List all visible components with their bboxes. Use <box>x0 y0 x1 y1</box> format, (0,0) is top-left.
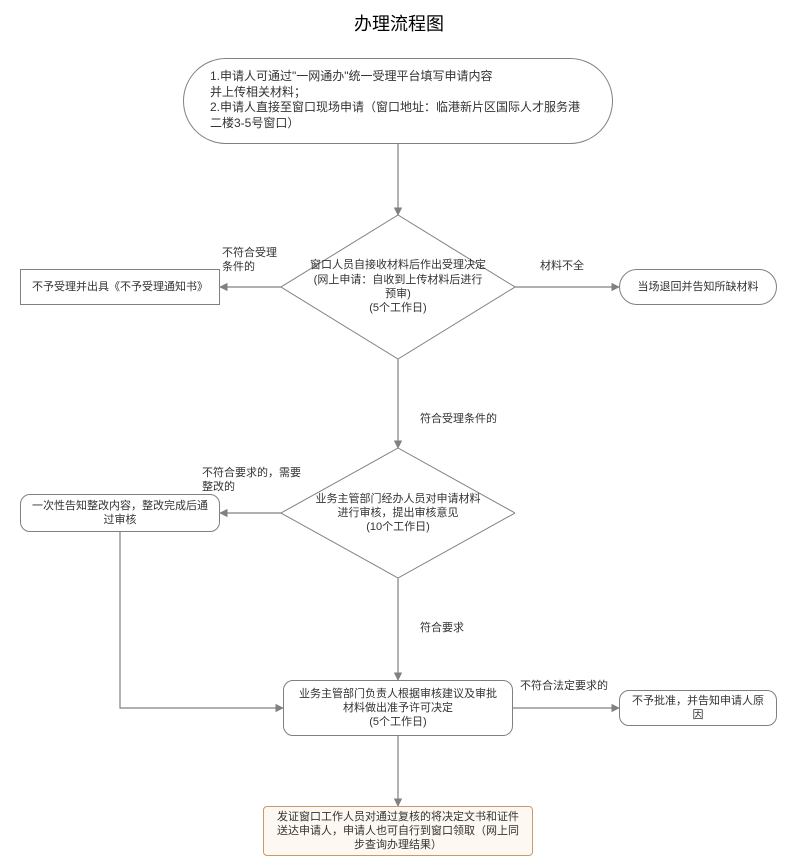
node-reject-notice-text: 不予受理并出具《不予受理通知书》 <box>32 280 208 294</box>
node-start-text: 1.申请人可通过"一网通办"统一受理平台填写申请内容 并上传相关材料； 2.申请… <box>210 69 586 131</box>
node-return-materials: 当场退回并告知所缺材料 <box>619 269 777 305</box>
chart-title: 办理流程图 <box>339 10 459 36</box>
node-decision-2: 业务主管部门经办人员对申请材料 进行审核，提出审核意见 (10个工作日) <box>281 448 515 578</box>
edge-label-needs-revision: 不符合要求的，需要整改的 <box>202 467 306 495</box>
flowchart-canvas: 办理流程图 1.申请人可通过"一网通办"统一受理平台填写申请内容 并上传相关材料… <box>0 0 797 867</box>
node-deny-text: 不予批准，并告知申请人原因 <box>630 694 766 723</box>
node-decision-1-text: 窗口人员自接收材料后作出受理决定 (网上申请：自收到上传材料后进行预审) (5个… <box>309 258 487 315</box>
edge-label-reject-left: 不符合受理条件的 <box>222 247 280 275</box>
node-final: 发证窗口工作人员对通过复核的将决定文书和证件送达申请人，申请人也可自行到窗口领取… <box>263 806 533 856</box>
edge-label-not-legal: 不符合法定要求的 <box>520 680 630 694</box>
node-revise: 一次性告知整改内容，整改完成后通过审核 <box>20 494 220 532</box>
node-reject-notice: 不予受理并出具《不予受理通知书》 <box>20 269 220 305</box>
node-revise-text: 一次性告知整改内容，整改完成后通过审核 <box>31 499 209 528</box>
node-approve-decision-text: 业务主管部门负责人根据审核建议及审批材料做出准予许可决定 (5个工作日) <box>294 687 502 730</box>
edge-label-missing-materials: 材料不全 <box>540 260 600 274</box>
node-decision-1: 窗口人员自接收材料后作出受理决定 (网上申请：自收到上传材料后进行预审) (5个… <box>281 215 515 359</box>
node-deny: 不予批准，并告知申请人原因 <box>619 690 777 726</box>
node-approve-decision: 业务主管部门负责人根据审核建议及审批材料做出准予许可决定 (5个工作日) <box>283 680 513 736</box>
node-final-text: 发证窗口工作人员对通过复核的将决定文书和证件送达申请人，申请人也可自行到窗口领取… <box>274 810 522 853</box>
node-return-materials-text: 当场退回并告知所缺材料 <box>638 280 759 294</box>
node-start: 1.申请人可通过"一网通办"统一受理平台填写申请内容 并上传相关材料； 2.申请… <box>183 58 613 144</box>
edge-label-meets-req: 符合要求 <box>420 622 480 636</box>
edge-label-meets-conditions: 符合受理条件的 <box>420 413 520 427</box>
node-decision-2-text: 业务主管部门经办人员对申请材料 进行审核，提出审核意见 (10个工作日) <box>316 492 481 535</box>
